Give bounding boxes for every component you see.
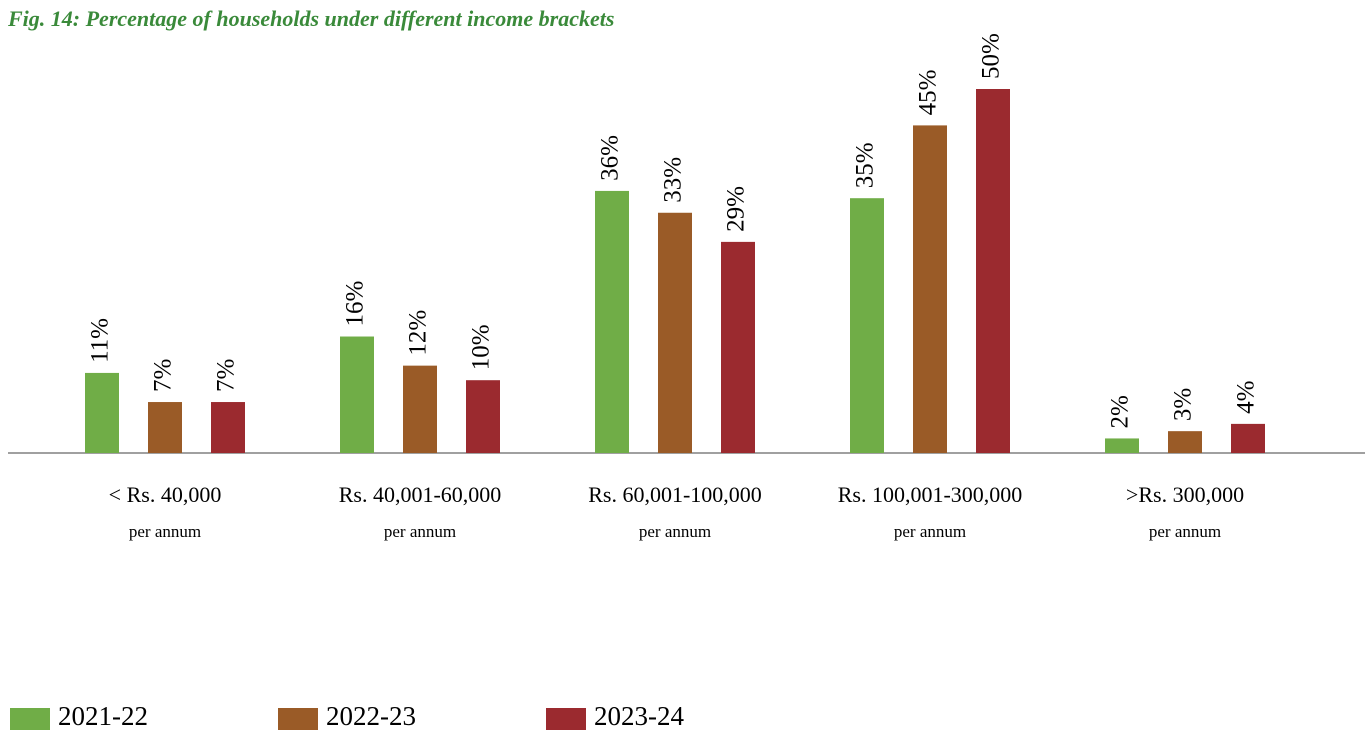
data-label: 36% <box>597 135 624 181</box>
data-label: 7% <box>150 359 177 392</box>
x-tick-label: Rs. 40,001-60,000 <box>339 482 502 507</box>
data-label: 7% <box>213 359 240 392</box>
bar <box>211 402 245 453</box>
chart-title: Fig. 14: Percentage of households under … <box>7 6 614 31</box>
bar <box>913 125 947 454</box>
bar <box>850 198 884 453</box>
bar <box>403 365 437 453</box>
bar <box>1168 431 1202 453</box>
bar <box>721 241 755 453</box>
legend-swatch <box>10 708 50 730</box>
data-label: 50% <box>978 33 1005 79</box>
legend-swatch <box>278 708 318 730</box>
legend-label: 2023-24 <box>594 701 684 731</box>
data-label: 11% <box>87 318 114 363</box>
bar <box>595 190 629 454</box>
bar <box>85 372 119 453</box>
data-label: 35% <box>852 142 879 188</box>
bar <box>148 402 182 453</box>
legend-label: 2022-23 <box>326 701 416 731</box>
x-tick-label: Rs. 60,001-100,000 <box>588 482 762 507</box>
data-label: 3% <box>1170 388 1197 421</box>
data-label: 10% <box>468 324 495 370</box>
x-tick-sublabel: per annum <box>894 522 966 541</box>
x-tick-sublabel: per annum <box>639 522 711 541</box>
x-tick-sublabel: per annum <box>129 522 201 541</box>
data-label: 12% <box>405 310 432 356</box>
legend-swatch <box>546 708 586 730</box>
x-tick-label: >Rs. 300,000 <box>1126 482 1244 507</box>
data-label: 33% <box>660 157 687 203</box>
x-tick-sublabel: per annum <box>1149 522 1221 541</box>
bar <box>976 89 1010 453</box>
bar <box>1105 438 1139 453</box>
bar <box>466 380 500 453</box>
x-tick-sublabel: per annum <box>384 522 456 541</box>
data-label: 16% <box>342 281 369 327</box>
legend-label: 2021-22 <box>58 701 148 731</box>
x-tick-label: Rs. 100,001-300,000 <box>838 482 1023 507</box>
data-label: 29% <box>723 186 750 232</box>
bar <box>1231 423 1265 453</box>
bar <box>658 212 692 453</box>
data-label: 45% <box>915 70 942 116</box>
data-label: 4% <box>1233 381 1260 414</box>
x-tick-label: < Rs. 40,000 <box>109 482 222 507</box>
bar <box>340 336 374 453</box>
data-label: 2% <box>1107 395 1134 428</box>
